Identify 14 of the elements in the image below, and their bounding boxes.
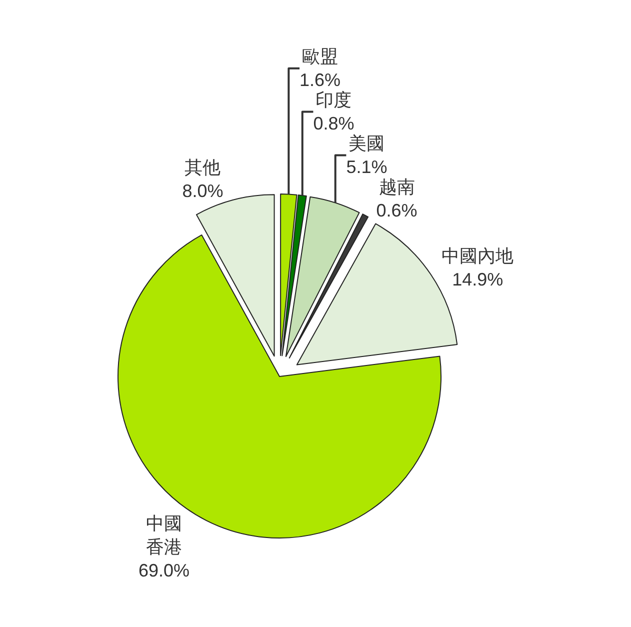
slice-label: 其他: [184, 158, 221, 178]
data-label: 5.1%: [346, 156, 388, 177]
slice-label: 印度: [316, 90, 352, 110]
slice-label: 歐盟: [302, 46, 338, 67]
slice-label: 越南: [378, 176, 415, 197]
data-label: 0.6%: [376, 200, 418, 220]
data-label: 0.8%: [313, 113, 354, 134]
slice-label: 美國: [348, 133, 385, 154]
data-label: 69.0%: [138, 560, 190, 580]
slice-label: 中國香港: [146, 514, 182, 557]
slice-label: 中國內地: [442, 246, 514, 266]
data-label: 1.6%: [300, 70, 341, 90]
data-label: 14.9%: [452, 269, 504, 290]
data-label: 8.0%: [182, 181, 224, 202]
